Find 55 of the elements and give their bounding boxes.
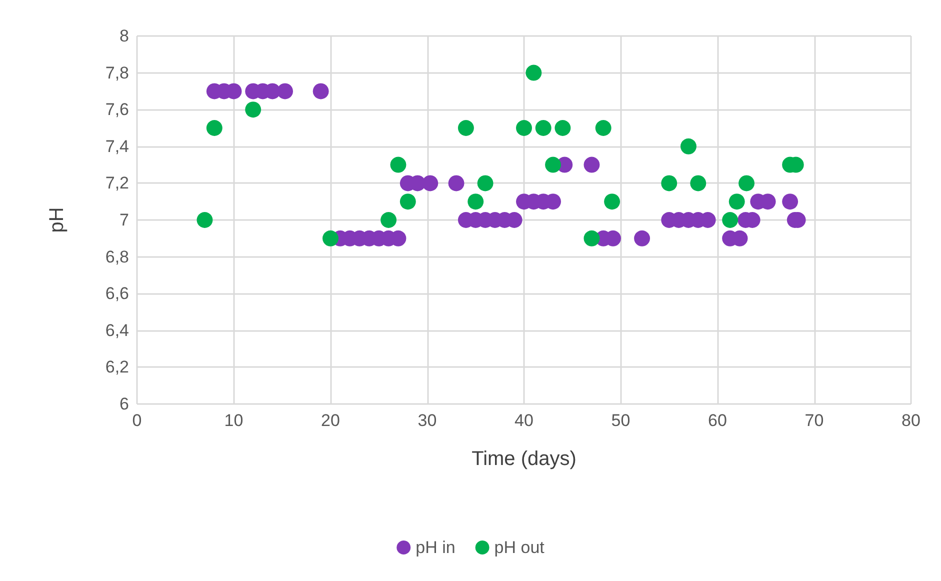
x-tick-label: 50	[611, 411, 630, 430]
x-tick-label: 40	[514, 411, 534, 430]
x-tick-label: 0	[132, 411, 142, 430]
point	[245, 102, 262, 118]
point	[604, 194, 620, 210]
x-tick-label: 60	[708, 411, 727, 430]
point	[661, 175, 678, 192]
point	[584, 156, 600, 173]
point	[196, 212, 213, 228]
point	[526, 64, 542, 81]
y-tick-label: 7	[120, 210, 129, 230]
point	[722, 212, 738, 228]
point	[477, 175, 494, 192]
point	[782, 194, 798, 210]
point	[584, 230, 600, 246]
y-tick-label: 7,2	[105, 174, 129, 193]
legend-label: pH out	[494, 538, 545, 557]
point	[422, 175, 438, 192]
y-tick-label: 6,6	[105, 284, 129, 304]
y-tick-label: 7,4	[105, 136, 129, 156]
y-tick-label: 6,8	[105, 247, 129, 266]
x-tick-label: 80	[902, 411, 920, 430]
point	[545, 156, 562, 173]
y-tick-label: 6,2	[105, 358, 129, 377]
point	[458, 120, 474, 136]
point	[390, 156, 406, 173]
x-axis-title: Time (days)	[472, 448, 576, 470]
x-tick-label: 20	[321, 411, 340, 430]
y-tick-label: 8	[120, 26, 129, 46]
point	[595, 120, 612, 136]
point	[554, 120, 571, 136]
point	[516, 120, 532, 136]
point	[312, 83, 329, 100]
point	[728, 194, 745, 210]
y-axis-title: pH	[46, 207, 68, 233]
point	[690, 175, 706, 192]
y-tick-label: 7,6	[105, 100, 129, 120]
point	[277, 83, 294, 100]
legend-label: pH in	[416, 538, 456, 557]
point	[380, 212, 397, 228]
point	[738, 175, 755, 192]
point	[322, 230, 338, 246]
point	[680, 138, 696, 154]
point	[634, 230, 650, 246]
point	[400, 194, 416, 210]
point	[535, 120, 552, 136]
point	[448, 175, 464, 192]
x-tick-label: 30	[418, 411, 437, 430]
y-tick-label: 6,4	[105, 320, 129, 340]
point	[468, 194, 484, 210]
x-tick-label: 70	[804, 411, 824, 430]
x-tick-label: 10	[224, 411, 244, 430]
y-tick-label: 6	[120, 394, 129, 414]
y-tick-label: 7,8	[105, 63, 129, 82]
point	[206, 120, 222, 136]
